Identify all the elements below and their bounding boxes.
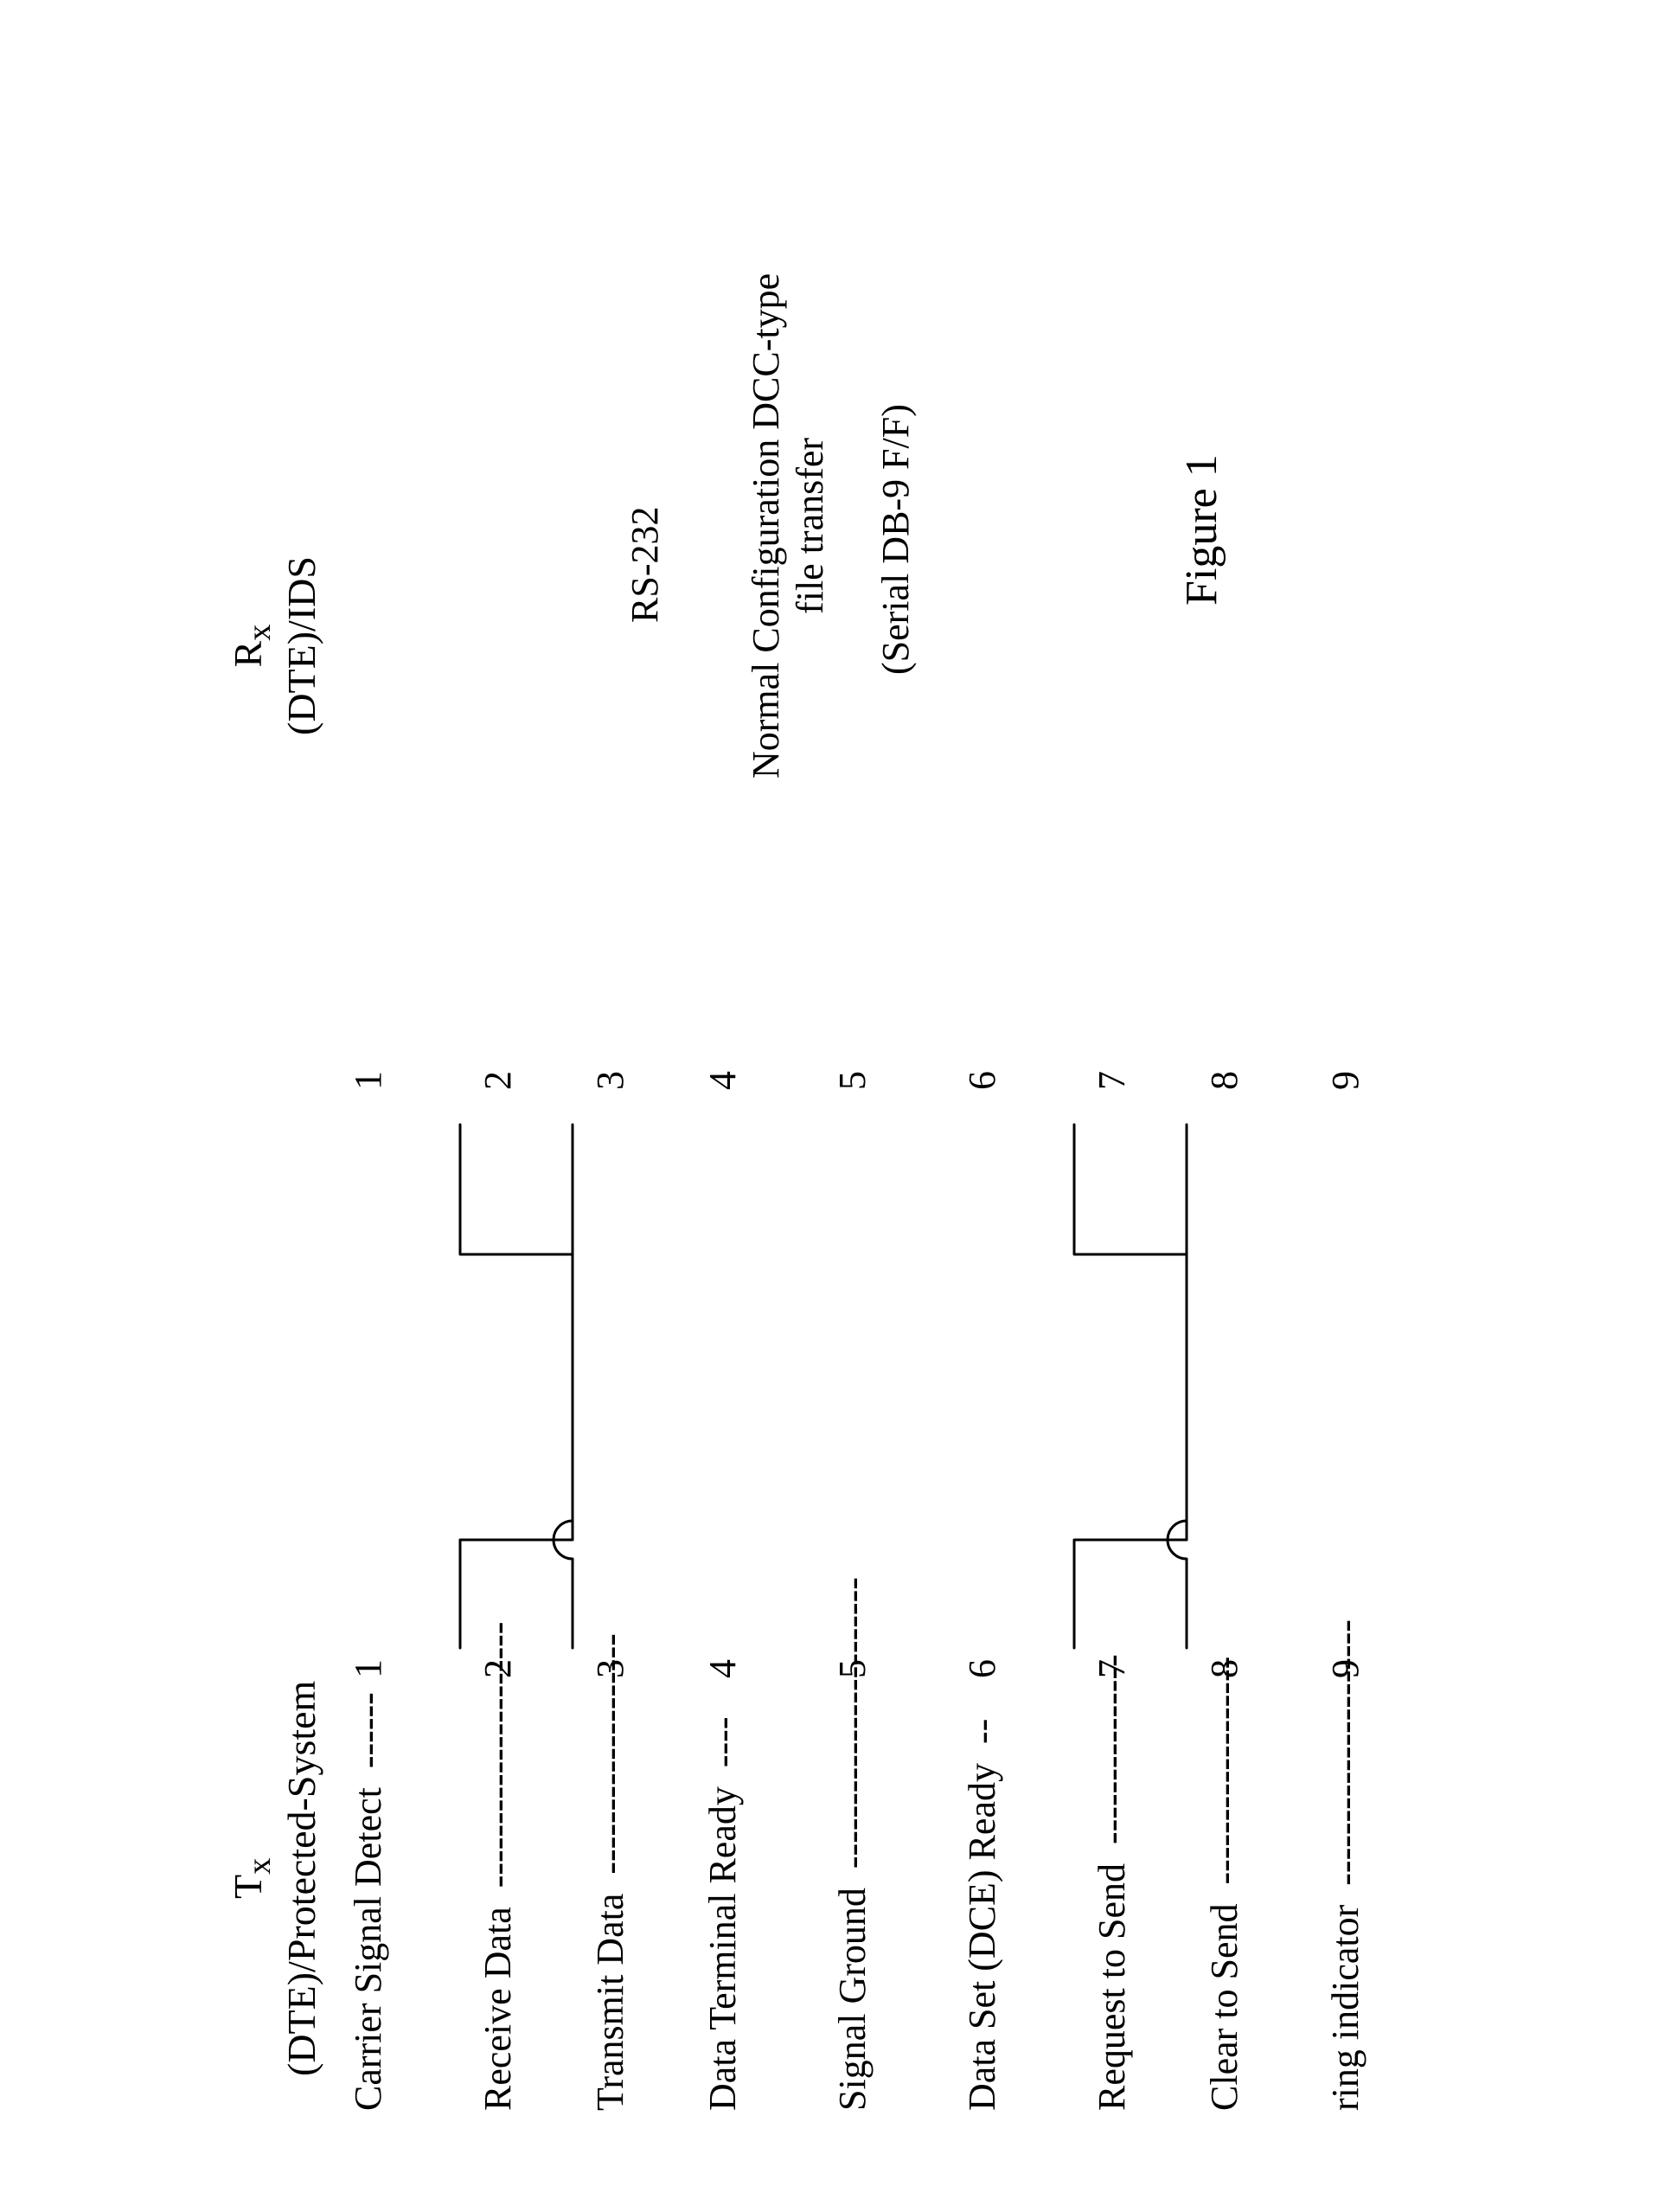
crossover-wiring — [0, 0, 1677, 2212]
diagram-page: Tx (DTE)/Protected-System Rx (DTE)/IDS C… — [0, 0, 1677, 2212]
